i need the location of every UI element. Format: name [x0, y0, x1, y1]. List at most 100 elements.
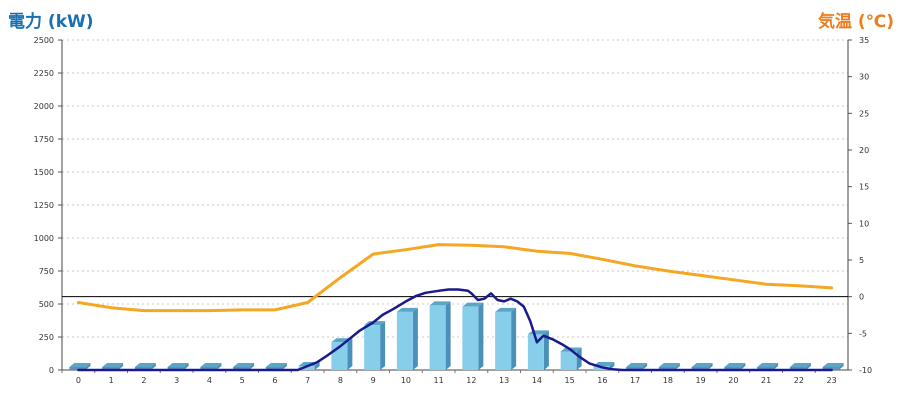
bar: [560, 347, 582, 370]
bar-side: [707, 363, 713, 370]
bar-side: [347, 338, 353, 370]
right-tick-label: 10: [859, 219, 869, 228]
bar-side: [314, 362, 320, 370]
right-axis-title: 気温 (℃): [817, 12, 894, 32]
left-tick-label: 1250: [34, 201, 54, 210]
right-tick-label: 25: [859, 109, 869, 118]
x-tick-label: 3: [174, 376, 179, 385]
x-tick-label: 1: [109, 376, 114, 385]
left-axis-title: 電力 (kW): [8, 12, 94, 32]
x-tick-label: 15: [565, 376, 575, 385]
bar-side: [674, 363, 680, 370]
bar-side: [183, 363, 189, 370]
bar-front: [69, 367, 86, 370]
labels: 0 250 500 750 1000 1250 1500 1750 20 0 0 2250 2500 -1…: [34, 36, 872, 385]
bar-side: [85, 363, 91, 370]
bar: [658, 363, 680, 370]
bar-side: [281, 363, 287, 370]
x-tick-label: 13: [499, 376, 509, 385]
x-tick-label: 7: [305, 376, 310, 385]
bar-top: [233, 363, 255, 367]
bar-top: [167, 363, 189, 367]
bar: [265, 363, 287, 370]
bar: [757, 363, 779, 370]
bar: [167, 363, 189, 370]
bar-side: [805, 363, 811, 370]
bar-front: [691, 367, 708, 370]
left-tick-label: 0: [49, 366, 54, 375]
right-tick-label: -5: [859, 329, 867, 338]
bar-side: [773, 363, 779, 370]
bar-top: [134, 363, 156, 367]
right-tick-label: 20: [859, 146, 869, 155]
left-tick-label: 1750: [34, 135, 54, 144]
bar-front: [298, 366, 315, 370]
x-tick-label: 2: [141, 376, 146, 385]
bar: [396, 307, 418, 370]
bar: [495, 307, 517, 370]
bar-top: [757, 363, 779, 367]
bar-front: [200, 367, 217, 370]
x-tick-label: 14: [532, 376, 542, 385]
bar-front: [658, 367, 675, 370]
left-tick-label: 1000: [34, 234, 54, 243]
bar: [233, 363, 255, 370]
x-tick-label: 11: [434, 376, 444, 385]
left-tick-label: 750: [39, 267, 54, 276]
bar-front: [626, 367, 643, 370]
temperature-line: [76, 243, 834, 313]
bar-side: [249, 363, 255, 370]
x-tick-label: 6: [272, 376, 277, 385]
bar-top: [658, 363, 680, 367]
bar: [134, 363, 156, 370]
bar: [822, 363, 844, 370]
bar-front: [822, 367, 839, 370]
grid: [62, 39, 848, 338]
x-tick-label: 5: [240, 376, 245, 385]
left-tick-label: 1500: [34, 168, 54, 177]
bar-top: [265, 363, 287, 367]
right-tick-label: 0: [859, 293, 864, 302]
bar-front: [429, 305, 446, 370]
x-tick-label: 21: [761, 376, 771, 385]
x-tick-label: 20: [728, 376, 738, 385]
bar-top: [429, 301, 451, 306]
bar: [691, 363, 713, 370]
left-tick-label: 250: [39, 333, 54, 342]
bar-side: [118, 363, 124, 370]
bar-side: [576, 347, 582, 370]
x-tick-label: 16: [597, 376, 607, 385]
bar-front: [364, 325, 381, 370]
bar: [724, 363, 746, 370]
left-tick-label: 2500: [34, 36, 54, 45]
bar-side: [838, 363, 844, 370]
x-tick-label: 0: [76, 376, 81, 385]
bar: [200, 363, 222, 370]
power-line: [77, 288, 833, 372]
right-tick-label: -10: [859, 366, 872, 375]
x-tick-label: 4: [207, 376, 212, 385]
bar-top: [691, 363, 713, 367]
bar-front: [265, 367, 282, 370]
bar-side: [380, 321, 386, 370]
bar-side: [412, 307, 418, 370]
bar-top: [200, 363, 222, 367]
bar-top: [626, 363, 648, 367]
x-tick-label: 18: [663, 376, 673, 385]
bar-side: [216, 363, 222, 370]
x-tick-label: 22: [794, 376, 804, 385]
bar-top: [396, 307, 418, 312]
bar-front: [396, 311, 413, 370]
left-tick-label: 2250: [34, 69, 54, 78]
x-tick-label: 23: [827, 376, 837, 385]
left-tick-label: 500: [39, 300, 54, 309]
bar-front: [527, 334, 544, 370]
right-tick-label: 15: [859, 183, 869, 192]
bar-side: [511, 307, 517, 370]
bar-top: [462, 302, 484, 307]
bar-front: [495, 311, 512, 370]
bar-front: [102, 367, 119, 370]
bar: [364, 321, 386, 370]
bar-side: [740, 363, 746, 370]
bar-side: [478, 302, 484, 370]
